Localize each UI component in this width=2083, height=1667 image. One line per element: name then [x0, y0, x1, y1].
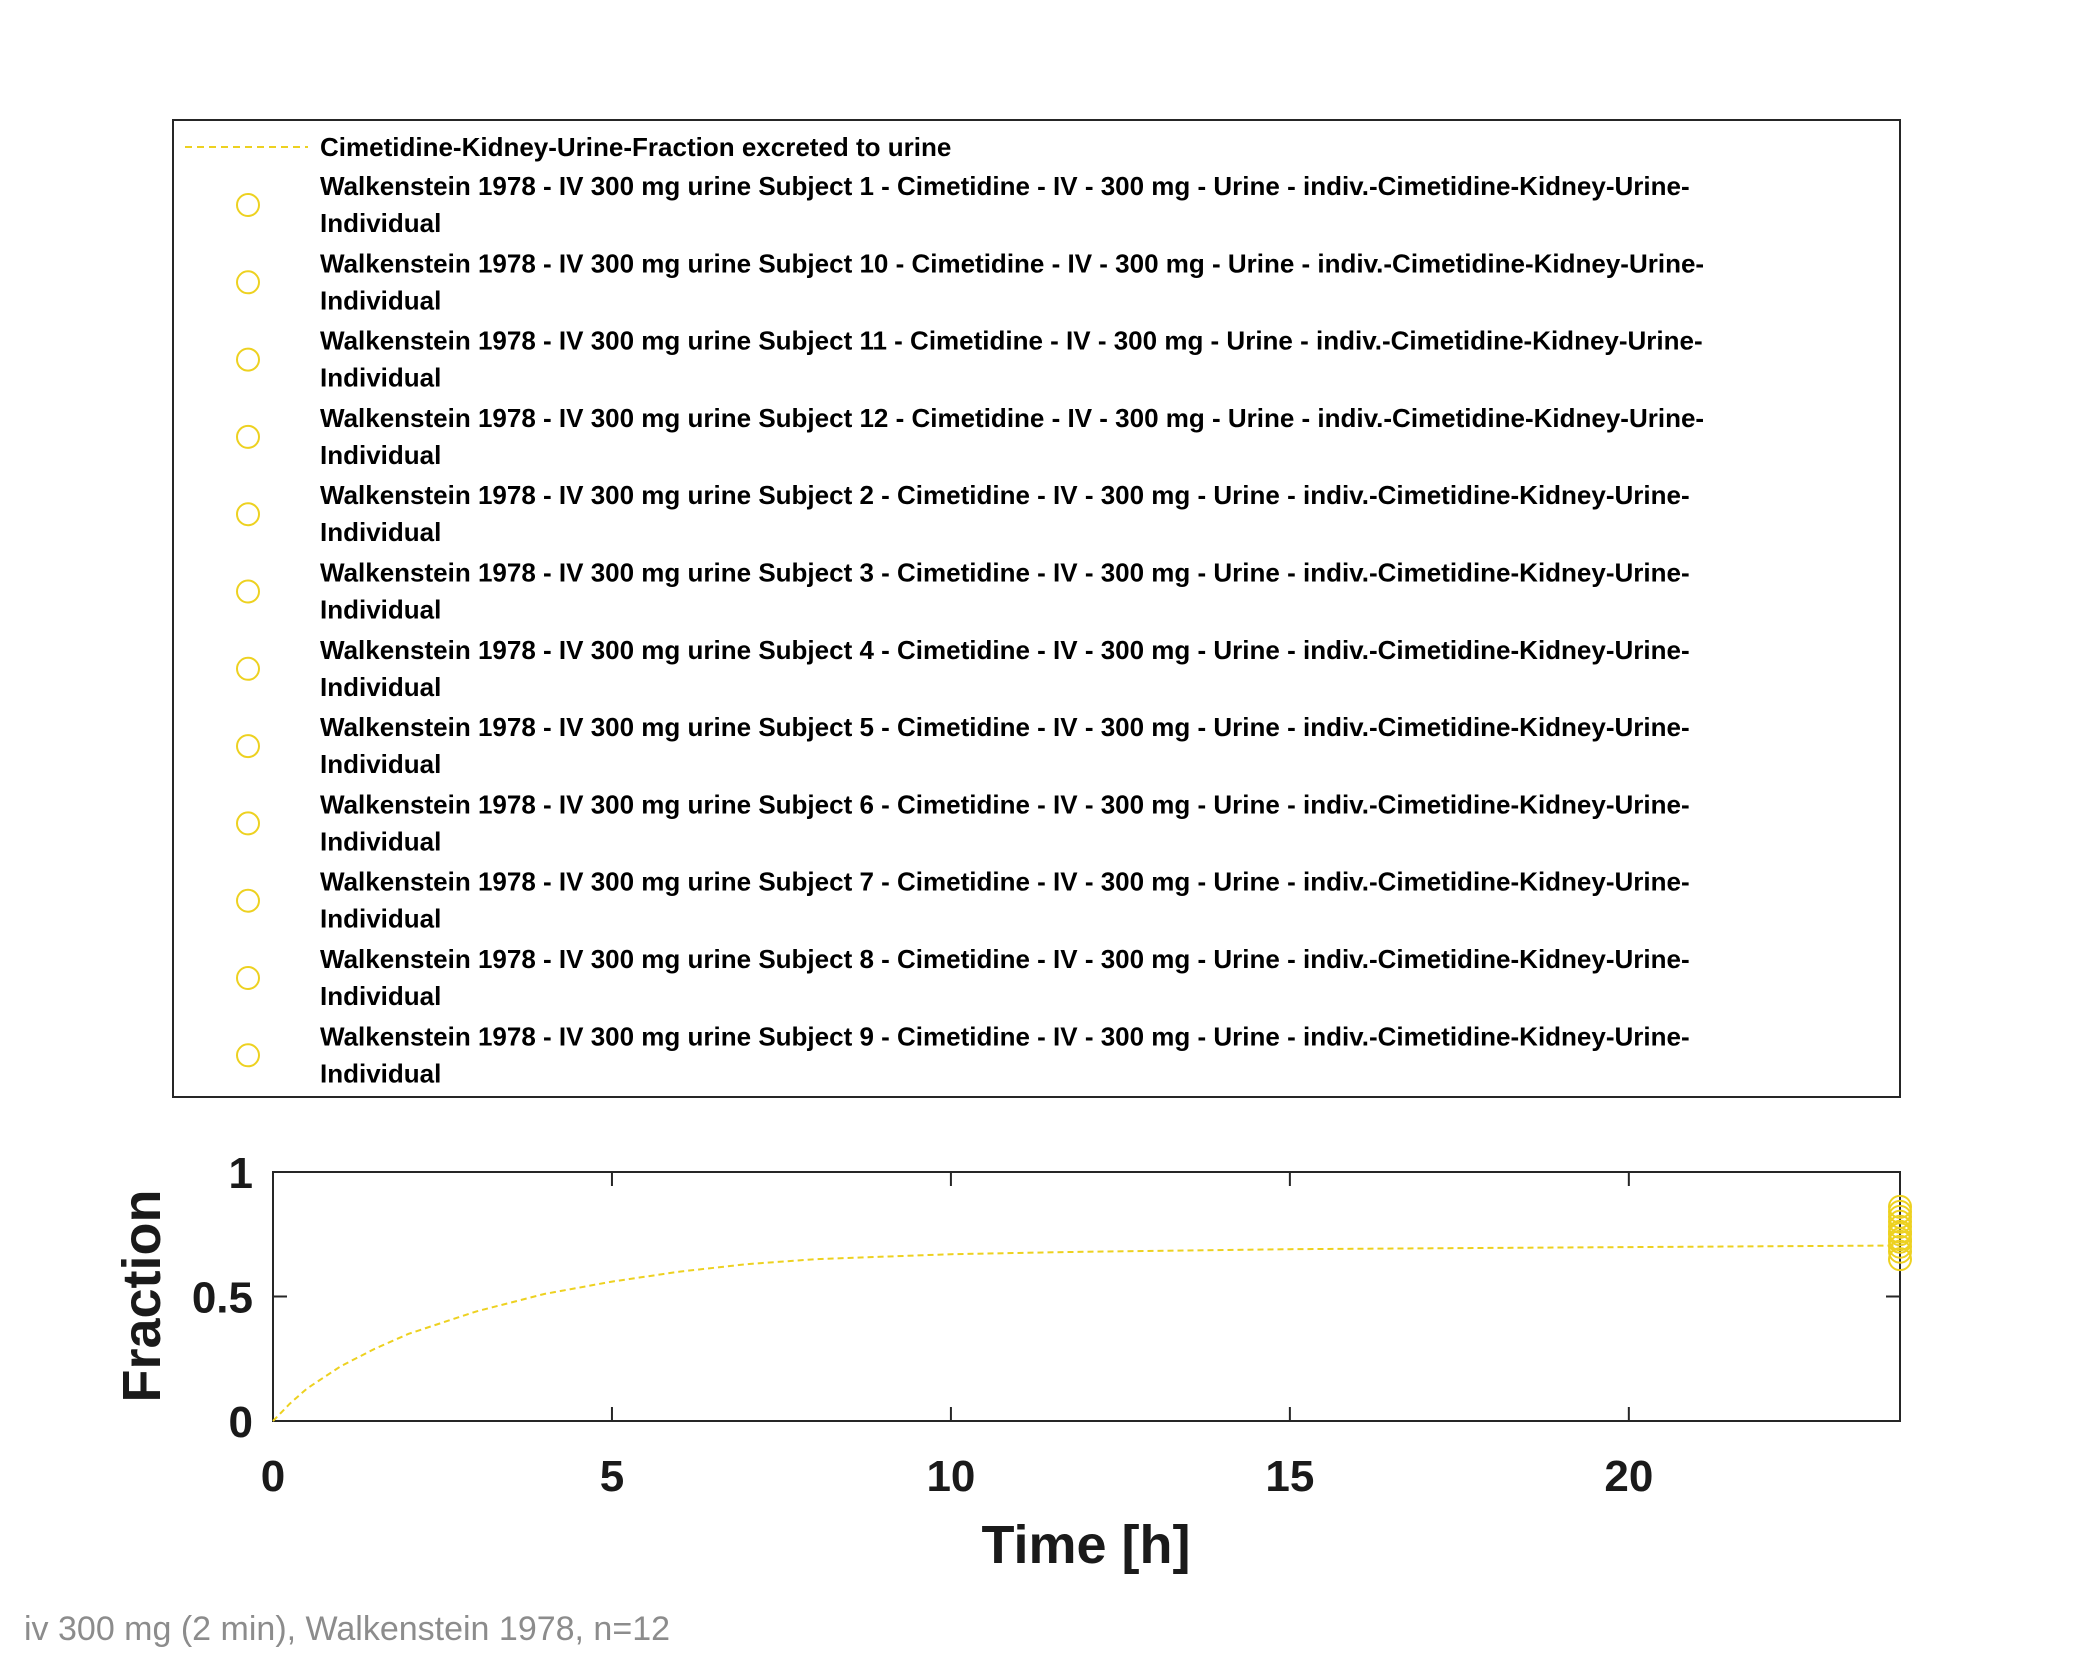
series-line-simulation [272, 1244, 1901, 1422]
legend: Cimetidine-Kidney-Urine-Fraction excrete… [172, 119, 1901, 1098]
y-tick-label: 0 [229, 1398, 253, 1447]
y-tick-label: 0.5 [192, 1274, 253, 1323]
legend-marker-entries: Walkenstein 1978 - IV 300 mg urine Subje… [236, 171, 1704, 1088]
legend-entry-line: Cimetidine-Kidney-Urine-Fraction excrete… [320, 132, 951, 162]
legend-marker-circle [236, 270, 260, 295]
ticks: 0 5 10 15 20 0 0.5 1 [192, 1149, 1900, 1501]
legend-entry-text: Individual [320, 1058, 441, 1088]
legend-entry-text: Walkenstein 1978 - IV 300 mg urine Subje… [320, 326, 1703, 356]
legend-entry-text: Individual [320, 517, 441, 547]
x-tick-label: 10 [926, 1452, 975, 1501]
legend-marker-circle [236, 811, 260, 836]
legend-marker-circle [236, 424, 260, 449]
legend-box [172, 119, 1901, 1098]
legend-entry-text: Walkenstein 1978 - IV 300 mg urine Subje… [320, 558, 1690, 588]
legend-entry-text: Individual [320, 440, 441, 470]
x-tick-label: 5 [600, 1452, 624, 1501]
data-point-observed [1888, 1199, 1912, 1224]
data-point-observed [1888, 1209, 1912, 1234]
x-tick-label: 20 [1604, 1452, 1653, 1501]
legend-entry-text: Walkenstein 1978 - IV 300 mg urine Subje… [320, 480, 1690, 510]
legend-marker-circle [236, 193, 260, 217]
legend-entry-text: Individual [320, 672, 441, 702]
x-tick-label: 0 [261, 1452, 285, 1501]
figure-caption: iv 300 mg (2 min), Walkenstein 1978, n=1… [24, 1610, 671, 1648]
legend-marker-circle [236, 1043, 260, 1068]
legend-entry-text: Individual [320, 981, 441, 1011]
legend-marker-circle [236, 347, 260, 372]
legend-entry-text: Walkenstein 1978 - IV 300 mg urine Subje… [320, 171, 1690, 201]
legend-entry-text: Individual [320, 749, 441, 779]
legend-entry-text: Walkenstein 1978 - IV 300 mg urine Subje… [320, 867, 1690, 897]
x-axis-label: Time [h] [981, 1515, 1190, 1575]
legend-entry-text: Walkenstein 1978 - IV 300 mg urine Subje… [320, 789, 1690, 819]
legend-entry-text: Individual [320, 595, 441, 625]
legend-marker-circle [236, 579, 260, 604]
series-layer [272, 1194, 1912, 1422]
legend-entry-text: Individual [320, 208, 441, 238]
legend-marker-circle [236, 502, 260, 527]
legend-entry-text: Individual [320, 904, 441, 934]
legend-entry-text: Walkenstein 1978 - IV 300 mg urine Subje… [320, 403, 1704, 433]
legend-marker-circle [236, 734, 260, 759]
y-axis-label: Fraction [112, 1189, 172, 1402]
data-point-observed [1888, 1234, 1912, 1259]
legend-entry-text: Walkenstein 1978 - IV 300 mg urine Subje… [320, 1021, 1690, 1051]
data-point-observed [1888, 1239, 1912, 1264]
plot-area: 0 5 10 15 20 0 0.5 1 Time [h] Fraction [112, 1149, 1912, 1575]
legend-marker-circle [236, 966, 260, 990]
data-point-observed [1888, 1214, 1912, 1239]
legend-entry-text: Individual [320, 363, 441, 393]
legend-entry-text: Walkenstein 1978 - IV 300 mg urine Subje… [320, 712, 1690, 742]
legend-entry-text: Individual [320, 826, 441, 856]
data-point-observed [1888, 1194, 1912, 1219]
legend-entry-text: Walkenstein 1978 - IV 300 mg urine Subje… [320, 944, 1690, 974]
legend-marker-circle [236, 888, 260, 913]
legend-entry-text: Walkenstein 1978 - IV 300 mg urine Subje… [320, 248, 1704, 278]
data-point-observed [1888, 1247, 1912, 1272]
legend-entry-text: Walkenstein 1978 - IV 300 mg urine Subje… [320, 635, 1690, 665]
legend-marker-circle [236, 656, 260, 681]
y-tick-label: 1 [229, 1149, 253, 1198]
x-tick-label: 15 [1265, 1452, 1314, 1501]
data-point-observed [1888, 1204, 1912, 1229]
axes-box [272, 1171, 1901, 1422]
legend-entry-text: Individual [320, 285, 441, 315]
data-point-observed [1888, 1219, 1912, 1244]
